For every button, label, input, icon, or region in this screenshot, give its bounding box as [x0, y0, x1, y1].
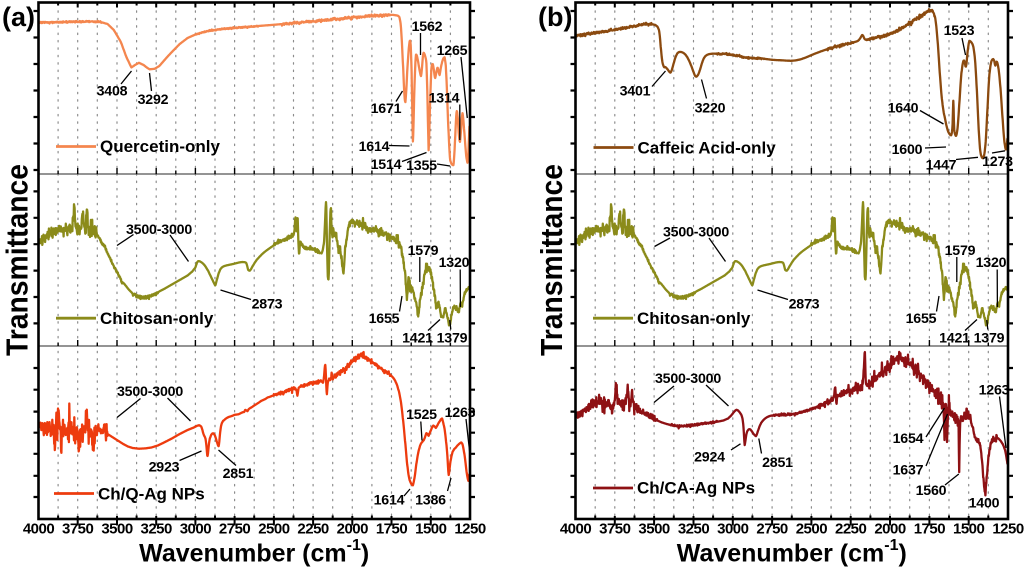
svg-text:3000: 3000: [180, 521, 212, 538]
svg-text:3500-3000: 3500-3000: [655, 371, 721, 387]
svg-text:1562: 1562: [412, 19, 443, 35]
svg-text:Chitosan-only: Chitosan-only: [637, 309, 751, 328]
svg-text:3220: 3220: [695, 100, 726, 116]
svg-text:2923: 2923: [149, 459, 180, 475]
svg-text:1614: 1614: [359, 139, 390, 155]
svg-text:1386: 1386: [415, 492, 446, 508]
svg-text:Wavenumber (cm-1): Wavenumber (cm-1): [139, 537, 369, 568]
svg-text:1640: 1640: [888, 100, 919, 116]
svg-text:1379: 1379: [437, 330, 468, 346]
svg-text:(b): (b): [538, 2, 572, 32]
svg-text:1320: 1320: [976, 255, 1007, 271]
svg-text:1750: 1750: [376, 521, 408, 538]
svg-text:4000: 4000: [560, 521, 592, 538]
svg-text:4000: 4000: [23, 521, 55, 538]
svg-text:1671: 1671: [371, 101, 402, 117]
svg-text:1250: 1250: [454, 521, 486, 538]
svg-text:1250: 1250: [992, 521, 1024, 538]
svg-text:2873: 2873: [789, 296, 820, 312]
svg-text:Wavenumber (cm-1): Wavenumber (cm-1): [677, 537, 907, 568]
svg-text:3500-3000: 3500-3000: [117, 384, 183, 400]
svg-text:1421: 1421: [402, 330, 433, 346]
svg-text:2000: 2000: [874, 521, 906, 538]
svg-text:2873: 2873: [252, 296, 283, 312]
svg-text:1421: 1421: [939, 330, 970, 346]
svg-text:2851: 2851: [762, 455, 793, 471]
svg-text:2851: 2851: [223, 466, 254, 482]
svg-text:3500: 3500: [101, 521, 133, 538]
svg-text:Caffeic Acid-only: Caffeic Acid-only: [638, 139, 777, 158]
svg-text:(a): (a): [2, 2, 35, 32]
svg-text:3750: 3750: [62, 521, 94, 538]
svg-text:Ch/Q-Ag NPs: Ch/Q-Ag NPs: [98, 485, 205, 504]
svg-text:1560: 1560: [916, 483, 947, 499]
svg-text:Chitosan-only: Chitosan-only: [100, 309, 214, 328]
svg-text:1579: 1579: [408, 243, 439, 259]
svg-text:1314: 1314: [429, 90, 460, 106]
svg-text:1655: 1655: [369, 311, 400, 327]
svg-text:3401: 3401: [620, 83, 651, 99]
svg-text:Transmittance: Transmittance: [534, 164, 569, 356]
svg-text:1525: 1525: [406, 407, 437, 423]
svg-text:1265: 1265: [437, 43, 468, 59]
svg-text:1654: 1654: [893, 431, 924, 447]
svg-text:Transmittance: Transmittance: [0, 164, 35, 356]
svg-text:1523: 1523: [944, 23, 975, 39]
svg-text:2250: 2250: [297, 521, 329, 538]
svg-text:3250: 3250: [678, 521, 710, 538]
svg-text:3500: 3500: [638, 521, 670, 538]
svg-text:1500: 1500: [953, 521, 985, 538]
svg-text:1579: 1579: [945, 243, 976, 259]
svg-text:3500-3000: 3500-3000: [126, 222, 192, 238]
svg-text:Quercetin-only: Quercetin-only: [100, 137, 221, 156]
svg-text:2750: 2750: [756, 521, 788, 538]
svg-text:2000: 2000: [337, 521, 369, 538]
svg-text:2500: 2500: [258, 521, 290, 538]
svg-text:3408: 3408: [97, 83, 128, 99]
svg-text:3000: 3000: [717, 521, 749, 538]
svg-text:3292: 3292: [138, 92, 169, 108]
svg-text:1600: 1600: [892, 142, 923, 158]
svg-text:1614: 1614: [374, 492, 405, 508]
svg-text:3750: 3750: [599, 521, 631, 538]
svg-text:2924: 2924: [694, 449, 725, 465]
svg-text:Ch/CA-Ag NPs: Ch/CA-Ag NPs: [637, 479, 755, 498]
svg-text:1273: 1273: [982, 154, 1013, 170]
svg-text:3500-3000: 3500-3000: [663, 224, 729, 240]
svg-text:1447: 1447: [926, 157, 957, 173]
svg-text:3250: 3250: [141, 521, 173, 538]
svg-text:2500: 2500: [796, 521, 828, 538]
svg-text:1514: 1514: [371, 157, 402, 173]
svg-text:1637: 1637: [893, 462, 924, 478]
svg-text:1500: 1500: [415, 521, 447, 538]
svg-text:1263: 1263: [979, 382, 1010, 398]
svg-text:1655: 1655: [906, 311, 937, 327]
svg-text:1355: 1355: [406, 158, 437, 174]
svg-text:1400: 1400: [969, 495, 1000, 511]
svg-text:1263: 1263: [445, 405, 476, 421]
svg-text:1320: 1320: [439, 255, 470, 271]
svg-text:2750: 2750: [219, 521, 251, 538]
svg-text:2250: 2250: [835, 521, 867, 538]
svg-text:1750: 1750: [914, 521, 946, 538]
svg-text:1379: 1379: [974, 330, 1005, 346]
